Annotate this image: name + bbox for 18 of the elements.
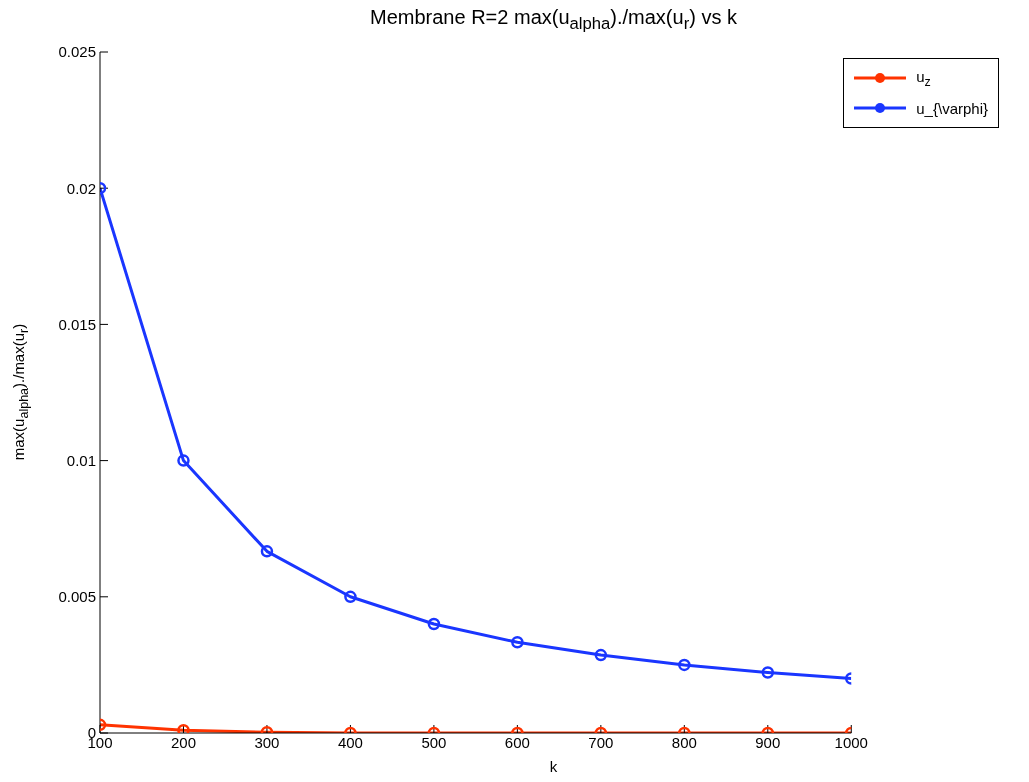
x-tick-label: 400 — [337, 733, 363, 751]
x-axis-title: k — [549, 758, 558, 775]
x-tick-label: 600 — [504, 733, 530, 751]
legend-label: u_{\varphi} — [916, 99, 988, 117]
x-tick-label: 500 — [421, 733, 447, 751]
x-tick-label: 800 — [671, 733, 697, 751]
y-tick-label: 0.02 — [66, 179, 96, 197]
legend-label: u$_{z}$ — [916, 67, 931, 89]
y-tick-label: 0.015 — [58, 315, 96, 333]
chart-title: Membrane R=2 max(u$_{alpha}$)./max(u$_{r}$) vs k — [370, 6, 737, 33]
x-tick-label: 200 — [170, 733, 196, 751]
x-tick-label: 900 — [755, 733, 781, 751]
y-tick-label: 0.005 — [58, 588, 96, 606]
x-tick-label: 300 — [254, 733, 280, 751]
y-tick-label: 0.01 — [66, 451, 96, 469]
x-tick-label: 700 — [588, 733, 614, 751]
x-tick-label: 1000 — [834, 733, 868, 751]
y-tick-label: 0.025 — [58, 43, 96, 61]
